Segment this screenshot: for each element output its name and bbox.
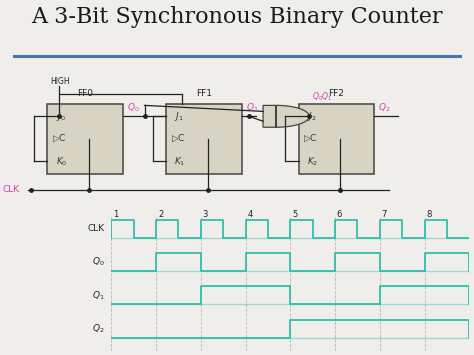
Text: $K_2$: $K_2$ <box>307 155 319 168</box>
Text: $Q_0$: $Q_0$ <box>127 102 140 114</box>
Text: 3: 3 <box>203 209 208 219</box>
Text: 4: 4 <box>247 209 253 219</box>
Text: FF2: FF2 <box>328 89 345 98</box>
Bar <box>299 104 374 174</box>
Text: 7: 7 <box>382 209 387 219</box>
Text: CLK: CLK <box>2 185 19 194</box>
Polygon shape <box>263 105 309 127</box>
Text: 5: 5 <box>292 209 297 219</box>
Text: $K_1$: $K_1$ <box>174 155 186 168</box>
Text: $J_1$: $J_1$ <box>174 110 184 123</box>
Text: $Q_0$: $Q_0$ <box>91 256 104 268</box>
Text: $\triangleright$C: $\triangleright$C <box>171 133 185 144</box>
Text: CLK: CLK <box>87 224 104 234</box>
Text: $Q_2$: $Q_2$ <box>378 102 391 114</box>
Text: FF0: FF0 <box>77 89 93 98</box>
Text: $J_2$: $J_2$ <box>307 110 317 123</box>
Text: $Q_1$: $Q_1$ <box>91 289 104 302</box>
Text: FF1: FF1 <box>196 89 212 98</box>
Text: 6: 6 <box>337 209 342 219</box>
Text: 1: 1 <box>113 209 118 219</box>
Text: $\triangleright$C: $\triangleright$C <box>52 133 67 144</box>
Text: $Q_0Q_1$: $Q_0Q_1$ <box>312 91 332 103</box>
Text: 2: 2 <box>158 209 163 219</box>
Text: 8: 8 <box>426 209 432 219</box>
Text: $J_0$: $J_0$ <box>56 110 66 123</box>
Text: $\triangleright$C: $\triangleright$C <box>303 133 318 144</box>
Bar <box>166 104 242 174</box>
Text: A 3-Bit Synchronous Binary Counter: A 3-Bit Synchronous Binary Counter <box>31 6 443 28</box>
Text: $K_0$: $K_0$ <box>56 155 67 168</box>
Text: $Q_1$: $Q_1$ <box>246 102 258 114</box>
Text: HIGH: HIGH <box>50 77 69 87</box>
Bar <box>47 104 123 174</box>
Text: $Q_2$: $Q_2$ <box>92 322 104 335</box>
